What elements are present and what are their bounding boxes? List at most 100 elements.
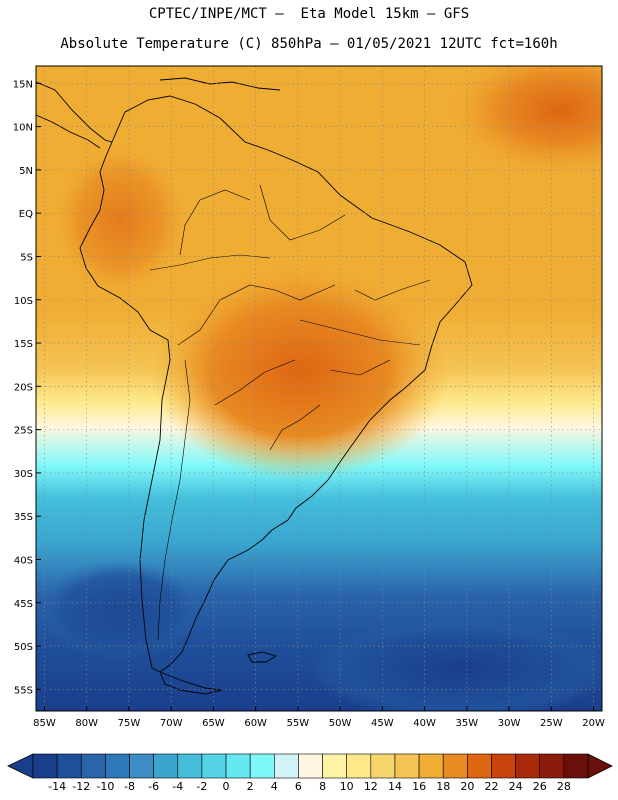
lon-tick-label: 20W	[582, 718, 605, 729]
colorbar-label: 6	[295, 780, 302, 793]
map-title: CPTEC/INPE/MCT – Eta Model 15km – GFS	[148, 6, 470, 22]
colorbar-swatch	[491, 753, 516, 779]
lon-tick-label: 35W	[456, 718, 479, 729]
lon-tick-label: 25W	[540, 718, 563, 729]
colorbar-label: 10	[340, 780, 354, 793]
lat-tick-label: 30S	[14, 469, 33, 480]
colorbar-label: -14	[48, 780, 66, 793]
border-line	[157, 359, 191, 641]
lon-tick-label: 70W	[160, 718, 183, 729]
border-line	[354, 279, 431, 301]
lat-tick-label: 10N	[13, 123, 33, 134]
colorbar-swatch	[129, 753, 154, 779]
colorbar-label: -2	[196, 780, 207, 793]
cold-anomaly-south-atlantic	[310, 620, 602, 711]
colorbar-label: 8	[319, 780, 326, 793]
south-america-coast	[79, 95, 473, 673]
colorbar-swatch	[442, 753, 468, 779]
colorbar-label: -6	[148, 780, 159, 793]
colorbar-swatch	[539, 753, 565, 779]
colorbar-label: 4	[271, 780, 278, 793]
colorbar-label: 0	[223, 780, 230, 793]
map-subtitle: Absolute Temperature (C) 850hPa – 01/05/…	[60, 36, 558, 52]
lat-tick-label: 15N	[13, 79, 33, 90]
border-line	[179, 189, 251, 256]
colorbar-label: -8	[124, 780, 135, 793]
lat-tick-label: 10S	[14, 296, 33, 307]
country-borders	[149, 184, 431, 641]
colorbar-label: 14	[388, 780, 402, 793]
lon-tick-label: 85W	[33, 718, 56, 729]
lat-tick-label: 20S	[14, 382, 33, 393]
colorbar-swatch	[274, 753, 299, 779]
colorbar-arrow-left	[7, 753, 34, 779]
lon-tick-label: 55W	[287, 718, 310, 729]
border-line	[259, 184, 346, 241]
colorbar-label: 24	[509, 780, 523, 793]
colorbar-swatch	[370, 753, 396, 779]
lat-tick-label: 15S	[14, 339, 33, 350]
coastlines	[36, 77, 473, 695]
lat-tick-label: EQ	[19, 209, 33, 220]
colorbar-swatch	[394, 753, 420, 779]
colorbar-swatch	[32, 753, 58, 779]
lat-tick-label: 5N	[19, 166, 33, 177]
lat-tick-label: 45S	[14, 599, 33, 610]
colorbar-label: -4	[172, 780, 183, 793]
lat-tick-label: 50S	[14, 642, 33, 653]
colorbar-label: 26	[533, 780, 547, 793]
colorbar-swatch	[56, 753, 82, 779]
lat-tick-label: 55S	[14, 685, 33, 696]
colorbar-swatch	[515, 753, 541, 779]
lon-tick-label: 75W	[118, 718, 141, 729]
lon-tick-label: 50W	[329, 718, 352, 729]
lon-tick-label: 65W	[202, 718, 225, 729]
border-line	[329, 359, 391, 376]
colorbar-label: -10	[96, 780, 114, 793]
colorbar-swatch	[298, 753, 323, 779]
colorbar-arrow-right	[587, 753, 613, 779]
lon-tick-label: 40W	[413, 718, 436, 729]
border-line	[214, 359, 296, 406]
plot-frame	[35, 65, 603, 712]
border-line	[149, 254, 271, 271]
colorbar-swatch	[563, 753, 589, 779]
caribbean-coast	[159, 77, 281, 91]
colorbar-swatch	[467, 753, 492, 779]
colorbar-swatch	[80, 753, 106, 779]
cold-anomaly-pacific	[40, 560, 200, 660]
colorbar: -14 -12 -10 -8 -6 -4 -2 0 2 4 6 8 10 12 14 16 18 20 22 24 26…	[7, 753, 613, 793]
field-layer	[36, 66, 602, 711]
colorbar-label: 28	[557, 780, 571, 793]
colorbar-swatch	[418, 753, 444, 779]
lat-tick-label: 35S	[14, 512, 33, 523]
lon-tick-label: 80W	[75, 718, 98, 729]
warm-anomaly-brazil	[150, 260, 450, 480]
colorbar-swatch	[105, 753, 130, 779]
lon-tick-label: 30W	[498, 718, 521, 729]
lon-tick-label: 60W	[244, 718, 267, 729]
colorbar-label: 18	[436, 780, 450, 793]
colorbar-label: 12	[364, 780, 378, 793]
central-america-coast	[36, 81, 113, 149]
falklands-coast	[247, 651, 278, 663]
colorbar-label: 16	[412, 780, 426, 793]
colorbar-swatch	[346, 753, 372, 779]
lat-tick-label: 40S	[14, 555, 33, 566]
axis-ticks: 15N 10N 5N EQ 5S 10S 15S 20S 25S 30S 35S 40S 45S 50S 5…	[13, 79, 605, 729]
colorbar-label: 20	[460, 780, 474, 793]
warm-anomaly-atlantic	[440, 66, 602, 180]
warm-anomaly-andes	[50, 140, 190, 300]
lat-tick-label: 25S	[14, 426, 33, 437]
colorbar-swatch	[153, 753, 179, 779]
colorbar-label: 2	[247, 780, 254, 793]
colorbar-swatch	[201, 753, 227, 779]
border-line	[299, 319, 421, 346]
colorbar-swatch	[225, 753, 251, 779]
colorbar-swatch	[177, 753, 203, 779]
lon-tick-label: 45W	[371, 718, 394, 729]
lat-tick-label: 5S	[20, 252, 33, 263]
border-line	[269, 404, 321, 451]
colorbar-swatch	[322, 753, 347, 779]
